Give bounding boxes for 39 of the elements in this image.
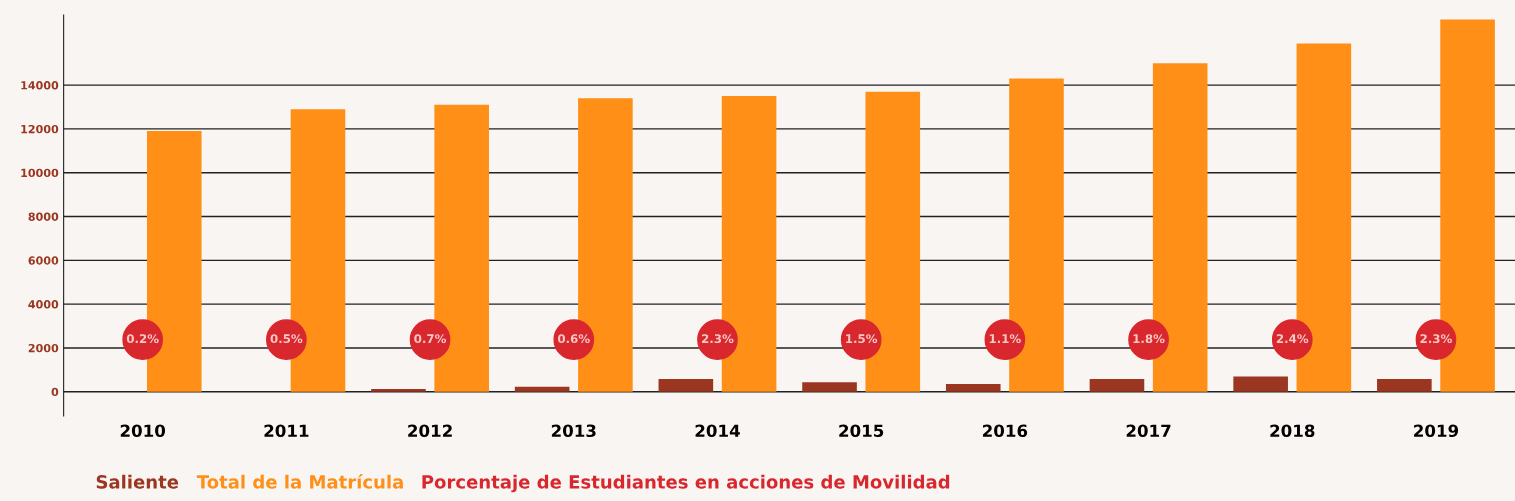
y-tick-label: 4000: [28, 300, 59, 309]
y-tick-label: 10000: [21, 168, 59, 178]
bar: [1089, 379, 1145, 392]
bar: [371, 388, 426, 392]
annotation: 0.5%: [270, 334, 303, 344]
annotation: 0.2%: [126, 334, 159, 344]
text: Porcentaje de Estudiantes en acciones de Movilidad: [422, 474, 950, 493]
annotation: 1.5%: [846, 334, 878, 344]
bar: [945, 384, 1001, 392]
text: Total de la Matrícula: [196, 474, 403, 489]
bar: [802, 382, 857, 392]
x-tick-label: 2010: [120, 424, 166, 438]
x-tick-label: 2017: [1126, 424, 1171, 438]
annotation: 0.6%: [557, 334, 590, 344]
y-tick-label: 14000: [21, 81, 59, 90]
x-tick-label: 2019: [1414, 424, 1459, 438]
x-tick-label: 2012: [408, 424, 452, 438]
x-tick-label: 2015: [839, 424, 884, 438]
bar: [1233, 376, 1288, 392]
x-tick-label: 2013: [551, 424, 596, 438]
annotation: 2.3%: [702, 334, 734, 344]
annotation: 0.7%: [414, 334, 447, 344]
x-tick-label: 2016: [982, 424, 1028, 438]
bar: [1377, 379, 1432, 392]
annotation: 1.8%: [1133, 334, 1165, 344]
annotation: 1.1%: [989, 334, 1021, 344]
y-tick-label: 12000: [21, 124, 59, 134]
x-tick-label: 2011: [264, 424, 309, 438]
text: Saliente: [96, 474, 179, 489]
y-tick-label: 2000: [28, 343, 59, 353]
bar: [514, 386, 570, 392]
annotation: 2.3%: [1420, 334, 1452, 344]
x-tick-label: 2014: [695, 424, 740, 438]
y-tick-label: 8000: [28, 212, 59, 221]
annotation: 2.4%: [1276, 334, 1309, 344]
bar: [658, 379, 714, 392]
x-tick-label: 2018: [1270, 424, 1315, 438]
y-tick-label: 0: [51, 387, 59, 397]
y-tick-label: 6000: [28, 256, 59, 265]
